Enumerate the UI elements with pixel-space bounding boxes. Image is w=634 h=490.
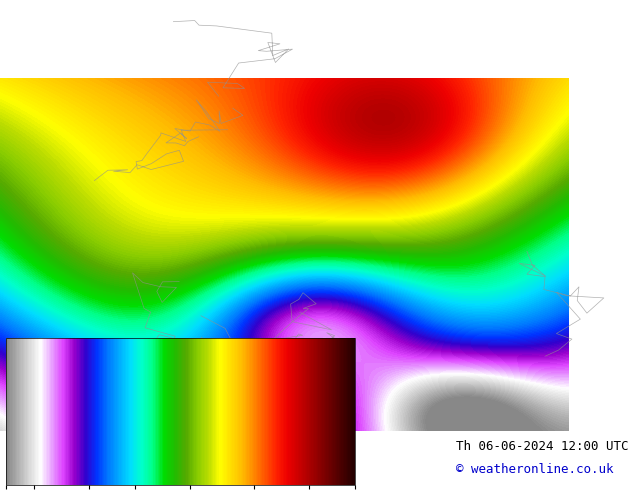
Text: Temperature (2m) [°C] ECMWF: Temperature (2m) [°C] ECMWF [6, 440, 209, 453]
Text: © weatheronline.co.uk: © weatheronline.co.uk [456, 463, 614, 476]
Text: Th 06-06-2024 12:00 UTC (12+240): Th 06-06-2024 12:00 UTC (12+240) [456, 440, 634, 453]
